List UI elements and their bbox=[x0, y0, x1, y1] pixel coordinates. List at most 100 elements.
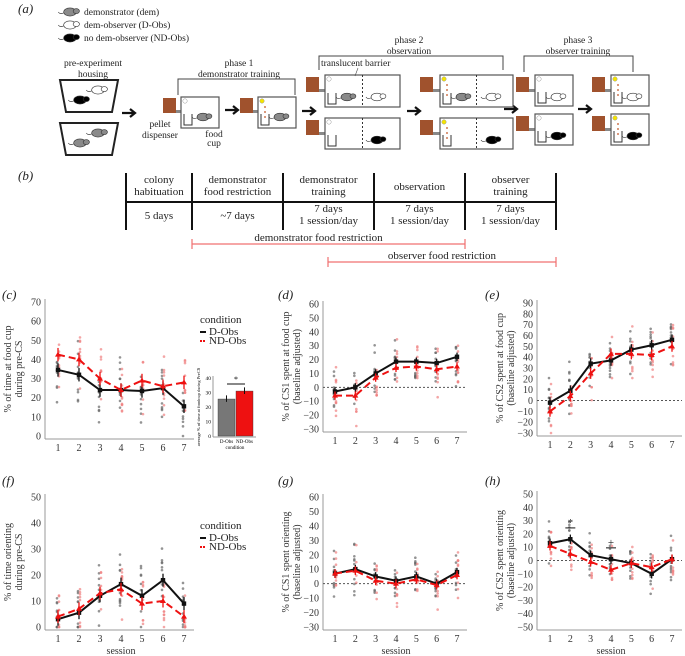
rat-icon bbox=[68, 95, 90, 105]
individual-point-ND-Obs bbox=[651, 554, 654, 557]
individual-point-ND-Obs bbox=[334, 409, 338, 412]
x-tick-label: 6 bbox=[161, 634, 166, 645]
individual-point-D-Obs bbox=[160, 547, 164, 550]
individual-point-D-Obs bbox=[76, 399, 80, 403]
dispenser-chute bbox=[529, 89, 537, 92]
individual-point-ND-Obs bbox=[162, 374, 166, 377]
individual-point-ND-Obs bbox=[183, 594, 187, 597]
individual-point-D-Obs bbox=[669, 570, 673, 574]
individual-point-ND-Obs bbox=[78, 340, 82, 343]
mean-marker-ND-Obs bbox=[587, 370, 594, 376]
individual-point-D-Obs bbox=[76, 388, 80, 391]
restriction-label: demonstrator food restriction bbox=[254, 232, 383, 244]
mean-marker-D-Obs bbox=[588, 361, 593, 366]
individual-point-D-Obs bbox=[160, 368, 164, 372]
individual-point-ND-Obs bbox=[78, 592, 82, 596]
individual-point-ND-Obs bbox=[631, 567, 634, 571]
mean-marker-D-Obs bbox=[393, 359, 399, 364]
individual-point-ND-Obs bbox=[375, 597, 378, 601]
y-tick-label: 30 bbox=[523, 516, 533, 527]
pellet-dispenser bbox=[420, 77, 433, 92]
light-icon bbox=[612, 115, 618, 121]
chart-d: (d) −30 −20 −10 0 10 20 30 40 50 60 1 2 3 4 5 6 7 % of CS1… bbox=[278, 287, 467, 447]
mean-marker-ND-Obs bbox=[608, 566, 614, 572]
individual-point-D-Obs bbox=[160, 402, 164, 405]
rat-head bbox=[349, 93, 357, 99]
x-tick-label: 6 bbox=[649, 634, 654, 645]
individual-point-D-Obs bbox=[649, 556, 652, 560]
dispenser-label: pellet bbox=[149, 120, 170, 130]
individual-point-ND-Obs bbox=[631, 325, 634, 328]
mean-marker-ND-Obs bbox=[55, 613, 61, 619]
rat-icon bbox=[621, 131, 643, 141]
mean-marker-ND-Obs bbox=[372, 577, 379, 583]
individual-point-D-Obs bbox=[353, 402, 356, 406]
arrow-icon bbox=[302, 106, 317, 116]
rat-head bbox=[559, 93, 567, 99]
individual-point-ND-Obs bbox=[570, 404, 573, 408]
dispenser-chute bbox=[433, 132, 442, 135]
mean-marker-ND-Obs bbox=[160, 383, 166, 389]
individual-point-D-Obs bbox=[629, 372, 632, 376]
individual-point-D-Obs bbox=[332, 374, 336, 378]
individual-point-D-Obs bbox=[118, 361, 122, 364]
individual-point-ND-Obs bbox=[141, 581, 145, 584]
individual-point-ND-Obs bbox=[99, 571, 103, 575]
individual-point-D-Obs bbox=[414, 588, 417, 592]
rat-tail bbox=[365, 139, 372, 142]
arrow-icon bbox=[407, 106, 422, 116]
rat-tail bbox=[268, 116, 275, 119]
x-tick-label: 6 bbox=[434, 634, 439, 645]
arrow-icon bbox=[504, 104, 519, 114]
timeline-duration-2: 1 session/day bbox=[299, 215, 358, 227]
individual-point-ND-Obs bbox=[120, 574, 124, 578]
x-tick-label: 6 bbox=[161, 443, 166, 454]
x-tick-label: 4 bbox=[394, 634, 399, 645]
individual-point-ND-Obs bbox=[395, 605, 399, 608]
individual-point-D-Obs bbox=[568, 404, 571, 407]
individual-point-D-Obs bbox=[669, 326, 673, 330]
x-tick-label: 2 bbox=[353, 634, 358, 645]
individual-point-D-Obs bbox=[393, 339, 397, 342]
mean-marker-D-Obs bbox=[588, 552, 593, 558]
timeline-phase-2: demonstrator bbox=[299, 174, 357, 186]
mean-marker-D-Obs bbox=[181, 404, 187, 409]
rat-tail bbox=[68, 99, 74, 102]
mean-marker-ND-Obs bbox=[454, 363, 460, 369]
y-tick-label: 20 bbox=[31, 393, 41, 404]
y-axis-label: % of time at food cup bbox=[3, 326, 14, 413]
y-tick-label: −30 bbox=[303, 425, 319, 436]
pellet bbox=[446, 132, 448, 134]
individual-point-D-Obs bbox=[139, 407, 143, 411]
individual-point-D-Obs bbox=[373, 588, 376, 592]
individual-point-D-Obs bbox=[649, 333, 652, 336]
individual-point-D-Obs bbox=[181, 581, 185, 585]
individual-point-ND-Obs bbox=[456, 350, 460, 353]
individual-point-ND-Obs bbox=[78, 598, 82, 602]
pellet-dispenser bbox=[163, 98, 176, 113]
mean-marker-ND-Obs bbox=[413, 576, 420, 582]
individual-point-D-Obs bbox=[454, 372, 458, 376]
individual-point-D-Obs bbox=[434, 376, 437, 379]
x-tick-label: 7 bbox=[182, 443, 187, 454]
individual-point-D-Obs bbox=[454, 554, 458, 557]
individual-point-D-Obs bbox=[139, 573, 143, 577]
individual-point-D-Obs bbox=[97, 572, 101, 575]
x-tick-label: 3 bbox=[373, 436, 378, 447]
individual-point-ND-Obs bbox=[549, 557, 553, 560]
individual-point-D-Obs bbox=[454, 385, 458, 388]
individual-point-D-Obs bbox=[118, 377, 122, 380]
individual-point-D-Obs bbox=[373, 591, 376, 594]
phase3-label: phase 3 bbox=[564, 36, 593, 46]
individual-point-D-Obs bbox=[373, 343, 376, 347]
y-axis-label: % of CS2 spent at food cup bbox=[495, 313, 506, 423]
individual-point-D-Obs bbox=[118, 367, 122, 371]
rat-head bbox=[282, 113, 290, 119]
individual-point-ND-Obs bbox=[671, 571, 675, 575]
individual-point-ND-Obs bbox=[99, 347, 103, 351]
y-tick-label: 70 bbox=[31, 298, 41, 309]
individual-point-ND-Obs bbox=[631, 365, 634, 369]
mean-marker-D-Obs bbox=[97, 387, 103, 393]
x-tick-label: 3 bbox=[98, 443, 103, 454]
pellet-dispenser bbox=[592, 77, 605, 92]
